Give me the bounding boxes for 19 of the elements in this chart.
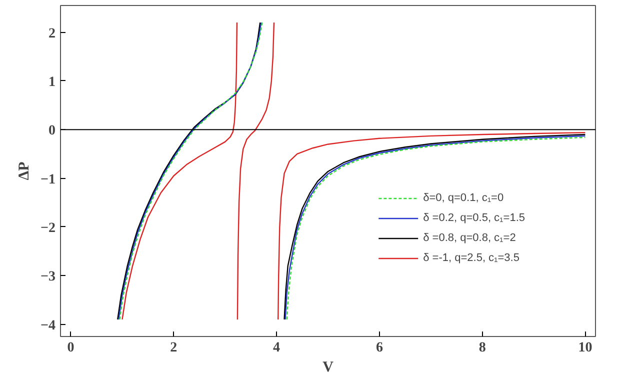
x-tick-label: 2 — [170, 340, 178, 356]
x-axis-title: V — [322, 360, 334, 376]
legend-label: δ=0, q=0.1, c₁=0 — [423, 191, 504, 206]
y-axis-title: ΔP — [16, 162, 33, 180]
x-tick-label: 4 — [273, 340, 280, 356]
legend-label: δ =-1, q=2.5, c₁=3.5 — [423, 251, 520, 266]
x-tick-label: 8 — [478, 340, 486, 356]
y-tick-label: 1 — [48, 74, 56, 90]
y-tick-label: −2 — [40, 220, 56, 236]
legend-label: δ =0.8, q=0.8, c₁=2 — [423, 231, 516, 246]
y-tick-label: −4 — [40, 318, 56, 334]
y-tick-label: −1 — [40, 172, 56, 188]
x-tick-label: 6 — [376, 340, 383, 356]
y-tick-label: 2 — [48, 26, 56, 42]
y-tick-label: 0 — [48, 124, 56, 139]
x-tick-label: 10 — [578, 340, 592, 356]
x-tick-label: 0 — [67, 340, 74, 356]
legend-label: δ =0.2, q=0.5, c₁=1.5 — [423, 211, 525, 226]
y-tick-label: −3 — [40, 270, 56, 285]
